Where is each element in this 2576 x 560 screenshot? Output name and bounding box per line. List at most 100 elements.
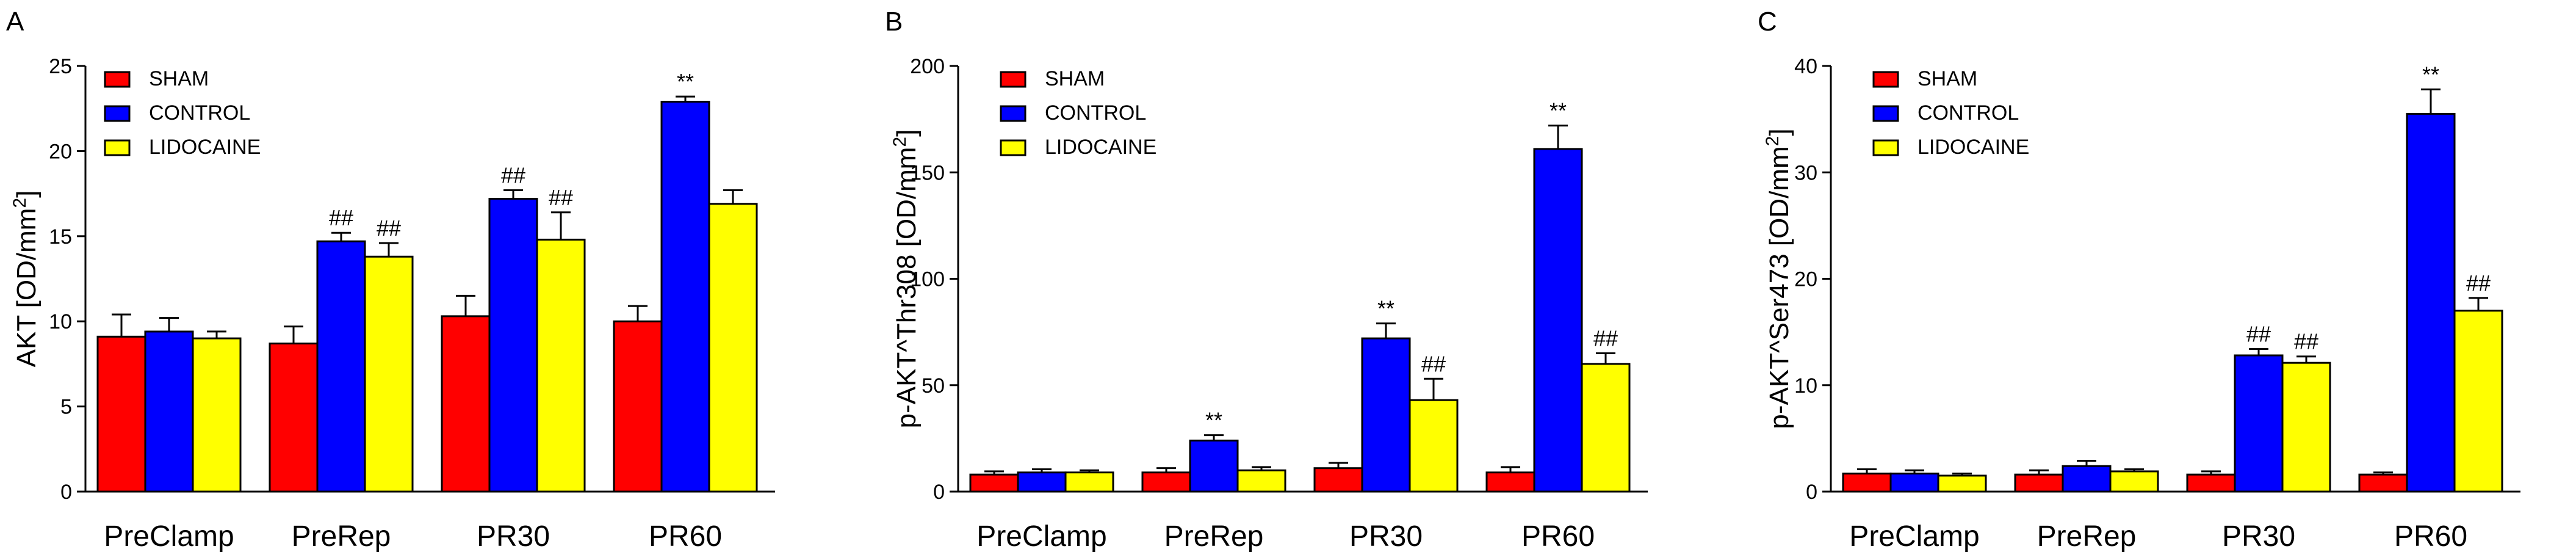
bar-lidocaine-preclamp xyxy=(192,337,242,493)
x-category-label: PreRep xyxy=(2037,520,2137,553)
bar-control-pr60 xyxy=(1533,148,1583,493)
bar-sham-prerep xyxy=(2014,473,2064,493)
y-tick-label: 10 xyxy=(1794,374,1817,398)
significance-label: ** xyxy=(1377,296,1394,321)
y-axis-title-superscript: 2 xyxy=(10,198,30,208)
y-tick-label: 25 xyxy=(49,55,72,78)
legend-swatch-sham xyxy=(104,71,131,88)
significance-label: ** xyxy=(677,69,694,94)
y-tick-label: 30 xyxy=(1794,161,1817,184)
legend-label: LIDOCAINE xyxy=(149,136,261,159)
y-axis-title-superscript: 2 xyxy=(1762,136,1783,147)
significance-label: ** xyxy=(1550,98,1567,123)
bar-sham-pr60 xyxy=(2358,473,2408,493)
chart-panel-b: B 0 50 100 150 200 p-AKT^Thr308 [OD/mm2] PreCla… xyxy=(885,7,1648,553)
bar-sham-pr30 xyxy=(441,315,491,493)
significance-label: ## xyxy=(2294,329,2318,354)
significance-label: ## xyxy=(501,163,525,188)
legend-swatch-control xyxy=(1872,105,1899,122)
bar-lidocaine-pr60 xyxy=(1581,363,1631,493)
bar-control-pr60 xyxy=(660,101,710,493)
y-axis-title-main: p-AKT^Ser473 [OD/mm xyxy=(1764,146,1794,429)
bar-control-preclamp xyxy=(1889,472,1939,493)
legend-swatch-lidocaine xyxy=(1000,139,1026,156)
x-category-label: PreClamp xyxy=(976,520,1106,553)
x-category-label: PR60 xyxy=(2394,520,2467,553)
legend: SHAM CONTROL LIDOCAINE xyxy=(1872,67,2029,159)
legend-label: CONTROL xyxy=(1045,101,1146,125)
x-category-label: PR30 xyxy=(477,520,550,553)
x-category-label: PreRep xyxy=(292,520,391,553)
legend-label: SHAM xyxy=(1045,67,1105,90)
y-tick-label: 100 xyxy=(910,268,945,291)
legend-swatch-control xyxy=(1000,105,1026,122)
significance-label: ** xyxy=(1205,408,1222,433)
y-tick-label: 15 xyxy=(49,225,72,249)
chart-panel-c: C 0 10 20 30 40 p-AKT^Ser473 [OD/mm2] PreClamp P… xyxy=(1758,7,2520,553)
significance-label: ## xyxy=(1593,325,1618,351)
y-tick-label: 150 xyxy=(910,161,945,184)
x-category-label: PreRep xyxy=(1164,520,1264,553)
legend-label: CONTROL xyxy=(1918,101,2019,125)
bar-lidocaine-pr60 xyxy=(708,203,758,493)
bar-lidocaine-preclamp xyxy=(1064,471,1114,493)
significance-label: ## xyxy=(377,216,401,241)
x-category-label: PR60 xyxy=(1521,520,1595,553)
legend: SHAM CONTROL LIDOCAINE xyxy=(1000,67,1156,159)
x-category-label: PreClamp xyxy=(104,520,234,553)
bar-lidocaine-prerep xyxy=(2109,470,2159,493)
bar-control-preclamp xyxy=(144,330,194,493)
significance-label: ## xyxy=(1421,351,1446,376)
legend-label: SHAM xyxy=(1918,67,1977,90)
bar-sham-pr60 xyxy=(1485,471,1535,493)
bar-sham-preclamp xyxy=(1842,472,1892,493)
bar-control-pr30 xyxy=(2234,354,2284,493)
y-axis-title-main: p-AKT^Thr308 [OD/mm xyxy=(892,147,922,429)
y-tick-label: 20 xyxy=(1794,268,1817,291)
bar-control-prerep xyxy=(2062,465,2112,493)
y-axis-title-main: AKT [OD/mm xyxy=(12,208,41,368)
chart-panel-a: A 0 5 10 15 20 25 AKT [OD/mm2] PreClamp ## ## PreRe… xyxy=(6,7,775,553)
legend-label: SHAM xyxy=(149,67,209,90)
bar-control-preclamp xyxy=(1017,471,1067,493)
legend-swatch-control xyxy=(104,105,131,122)
legend-label: LIDOCAINE xyxy=(1918,136,2029,159)
bar-sham-preclamp xyxy=(969,473,1019,493)
legend-label: CONTROL xyxy=(149,101,250,125)
y-tick-label: 5 xyxy=(60,396,72,419)
bar-sham-pr30 xyxy=(2186,473,2236,493)
panel-letter: B xyxy=(885,7,903,37)
x-category-label: PR30 xyxy=(2222,520,2295,553)
x-category-label: PR60 xyxy=(649,520,722,553)
bar-control-pr60 xyxy=(2406,112,2456,493)
bar-lidocaine-pr30 xyxy=(1409,399,1459,493)
y-tick-label: 50 xyxy=(922,374,945,398)
bar-sham-prerep xyxy=(1141,471,1191,493)
legend-label: LIDOCAINE xyxy=(1045,136,1156,159)
y-tick-label: 20 xyxy=(49,140,72,163)
legend: SHAM CONTROL LIDOCAINE xyxy=(104,67,261,159)
y-tick-label: 0 xyxy=(1806,481,1817,504)
bar-lidocaine-prerep xyxy=(1236,469,1286,493)
y-axis-title-end: ] xyxy=(12,191,41,198)
y-axis-title: p-AKT^Ser473 [OD/mm2] xyxy=(1762,128,1794,429)
bar-sham-pr30 xyxy=(1313,467,1363,493)
significance-label: ## xyxy=(2246,322,2271,347)
bar-sham-prerep xyxy=(269,342,319,493)
y-axis-title: p-AKT^Thr308 [OD/mm2] xyxy=(890,129,922,429)
legend-swatch-sham xyxy=(1000,71,1026,88)
x-category-label: PR30 xyxy=(1349,520,1423,553)
bar-lidocaine-preclamp xyxy=(1937,475,1987,493)
y-tick-label: 200 xyxy=(910,55,945,78)
panel-letter: A xyxy=(6,7,24,37)
y-axis-title-end: ] xyxy=(1764,128,1794,136)
x-category-label: PreClamp xyxy=(1849,520,1979,553)
legend-swatch-lidocaine xyxy=(1872,139,1899,156)
significance-label: ## xyxy=(549,185,573,210)
bar-control-pr30 xyxy=(488,197,538,493)
bar-control-pr30 xyxy=(1361,337,1411,493)
bar-lidocaine-pr30 xyxy=(536,238,586,493)
bar-lidocaine-pr30 xyxy=(2281,362,2331,493)
significance-label: ** xyxy=(2422,62,2439,87)
